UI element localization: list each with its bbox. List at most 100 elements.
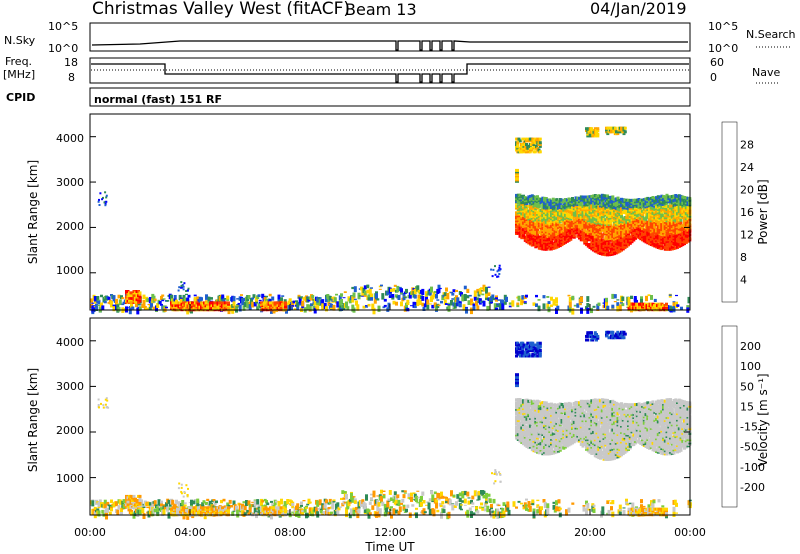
- power-scatter-cell: [676, 226, 679, 230]
- power-scatter-cell: [532, 209, 536, 213]
- power-scatter-cell: [418, 299, 422, 305]
- power-scatter-cell: [548, 219, 552, 223]
- power-scatter-cell: [686, 239, 690, 243]
- power-scatter-cell: [660, 226, 664, 230]
- power-scatter-cell: [670, 236, 674, 240]
- velocity-scatter-cell: [403, 490, 407, 493]
- velocity-scatter-cell: [628, 502, 632, 505]
- velocity-scatter-cell: [328, 498, 332, 502]
- velocity-scatter-cell: [371, 505, 375, 510]
- power-scatter-cell: [649, 235, 653, 238]
- power-scatter-cell: [639, 234, 643, 238]
- velocity-scatter-cell: [410, 492, 413, 497]
- power-scatter-cell: [252, 294, 256, 298]
- power-scatter-cell: [628, 206, 632, 210]
- power-scatter-cell: [555, 207, 559, 211]
- power-scatter-cell: [543, 214, 546, 218]
- power-scatter-cell: [585, 238, 588, 242]
- power-scatter-cell: [639, 216, 643, 220]
- power-scatter-cell: [351, 296, 355, 303]
- power-scatter-cell: [627, 216, 630, 220]
- power-scatter-cell: [684, 207, 688, 211]
- power-scatter-cell: [542, 295, 546, 299]
- power-scatter-cell: [676, 225, 679, 229]
- power-scatter-cell: [516, 208, 520, 211]
- power-scatter-cell: [565, 230, 569, 234]
- power-scatter-cell: [268, 298, 272, 304]
- power-scatter-cell: [576, 196, 580, 200]
- power-scatter-cell: [579, 230, 583, 234]
- power-scatter-cell: [536, 200, 539, 203]
- power-scatter-cell: [578, 231, 581, 235]
- power-scatter-cell: [646, 200, 650, 203]
- power-scatter-cell: [667, 244, 671, 248]
- power-scatter-cell: [536, 230, 539, 234]
- power-scatter-cell: [635, 225, 639, 229]
- power-scatter-cell: [536, 146, 540, 150]
- power-scatter-cell: [578, 196, 581, 200]
- power-scatter-cell: [614, 224, 618, 228]
- power-scatter-cell: [634, 228, 637, 232]
- power-scatter-cell: [551, 204, 555, 208]
- power-scatter-cell: [558, 244, 562, 248]
- power-scatter-cell: [644, 240, 648, 244]
- power-scatter-cell: [630, 229, 634, 232]
- power-scatter-cell: [595, 201, 599, 205]
- velocity-scatter-cell: [402, 494, 406, 499]
- velocity-scatter-cell: [230, 505, 233, 508]
- power-scatter-cell: [616, 228, 620, 232]
- power-scatter-cell: [641, 211, 644, 215]
- power-scatter-cell: [578, 230, 581, 234]
- power-scatter-cell: [592, 305, 596, 308]
- power-scatter-cell: [635, 224, 639, 227]
- power-scatter-cell: [674, 202, 678, 205]
- power-scatter-cell: [669, 228, 672, 232]
- power-scatter-cell: [662, 236, 665, 240]
- power-scatter-cell: [611, 252, 615, 256]
- power-scatter-cell: [641, 216, 644, 220]
- velocity-scatter-cell: [341, 490, 345, 494]
- power-scatter-cell: [609, 197, 613, 201]
- power-scatter-cell: [520, 231, 524, 235]
- power-scatter-cell: [593, 219, 597, 223]
- power-scatter-cell: [142, 299, 146, 307]
- power-scatter-cell: [672, 224, 676, 228]
- velocity-scatter-cell: [538, 508, 542, 516]
- power-scatter-cell: [607, 200, 611, 204]
- power-scatter-cell: [553, 246, 557, 250]
- power-scatter-cell: [557, 224, 560, 228]
- power-scatter-cell: [621, 236, 625, 240]
- velocity-scatter-cell: [321, 513, 325, 515]
- power-scatter-cell: [537, 218, 541, 222]
- power-scatter-cell: [679, 210, 683, 214]
- power-scatter-cell: [651, 196, 655, 199]
- power-scatter-cell: [672, 207, 676, 211]
- velocity-scatter-cell: [231, 511, 235, 516]
- power-scatter-cell: [196, 296, 200, 302]
- power-scatter-cell: [583, 209, 587, 213]
- velocity-scatter-cell: [515, 506, 518, 509]
- power-scatter-cell: [555, 236, 559, 240]
- power-scatter-cell: [634, 201, 637, 205]
- power-scatter-cell: [530, 218, 534, 222]
- power-scatter-cell: [670, 234, 674, 238]
- power-scatter-cell: [660, 240, 664, 244]
- velocity-scatter-cell: [607, 500, 611, 502]
- power-scatter-cell: [600, 208, 604, 212]
- power-scatter-cell: [623, 222, 627, 226]
- power-scatter-cell: [637, 231, 641, 235]
- power-scatter-cell: [611, 206, 615, 210]
- velocity-scatter-cell: [377, 511, 381, 518]
- power-scatter-cell: [663, 212, 667, 216]
- power-scatter-cell: [529, 233, 532, 236]
- power-scatter-cell: [604, 208, 608, 212]
- power-scatter-cell: [161, 294, 165, 297]
- power-scatter-cell: [674, 222, 678, 226]
- power-scatter-cell: [665, 200, 669, 204]
- velocity-scatter-cell: [483, 502, 487, 508]
- velocity-scatter-cell: [302, 500, 306, 502]
- velocity-scatter-cell: [466, 491, 470, 497]
- power-scatter-cell: [656, 236, 660, 240]
- power-scatter-cell: [628, 240, 632, 244]
- power-scatter-cell: [653, 204, 657, 208]
